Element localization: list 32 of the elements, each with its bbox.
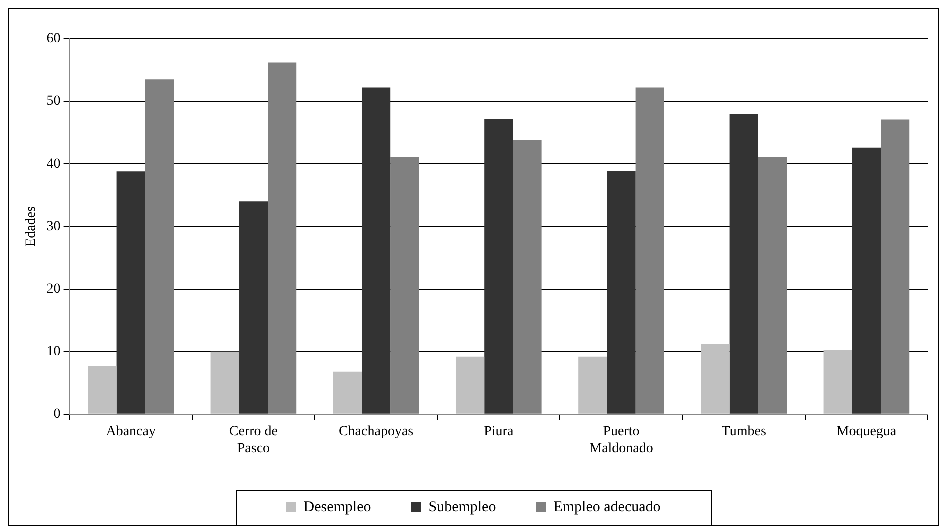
bar xyxy=(88,366,117,414)
bar xyxy=(333,372,362,414)
bar xyxy=(484,119,514,414)
legend-label: Empleo adecuado xyxy=(554,499,661,516)
y-tick-label: 60 xyxy=(46,32,61,47)
bar xyxy=(578,356,608,414)
bar xyxy=(210,352,240,414)
bar xyxy=(362,88,391,414)
x-tick-label: Piura xyxy=(484,424,514,440)
x-tick-label: Puerto Maldonado xyxy=(590,424,654,456)
bar xyxy=(116,172,146,414)
bar xyxy=(239,202,268,414)
x-tick-label: Abancay xyxy=(106,424,156,440)
x-tick-label: Moquegua xyxy=(836,424,898,440)
x-tick-label: Tumbes xyxy=(722,424,766,440)
y-tick-label: 20 xyxy=(46,282,61,297)
legend-label: Subempleo xyxy=(428,499,496,516)
y-axis-title: Edades xyxy=(24,206,40,247)
y-tick-label: 40 xyxy=(46,156,61,172)
bar xyxy=(701,344,730,414)
y-tick-label: 50 xyxy=(46,94,61,110)
legend-label: Desempleo xyxy=(304,499,372,516)
y-tick-label: 30 xyxy=(46,219,61,234)
x-tick-label: Cerro de Pasco xyxy=(229,424,278,456)
bar xyxy=(456,356,485,414)
y-tick-label: 10 xyxy=(46,344,61,360)
bar xyxy=(607,171,636,414)
y-tick-label: 0 xyxy=(54,407,61,422)
x-tick-label: Chachapoyas xyxy=(338,424,414,440)
bar xyxy=(730,114,758,414)
bar xyxy=(824,350,852,414)
bar xyxy=(852,148,882,414)
